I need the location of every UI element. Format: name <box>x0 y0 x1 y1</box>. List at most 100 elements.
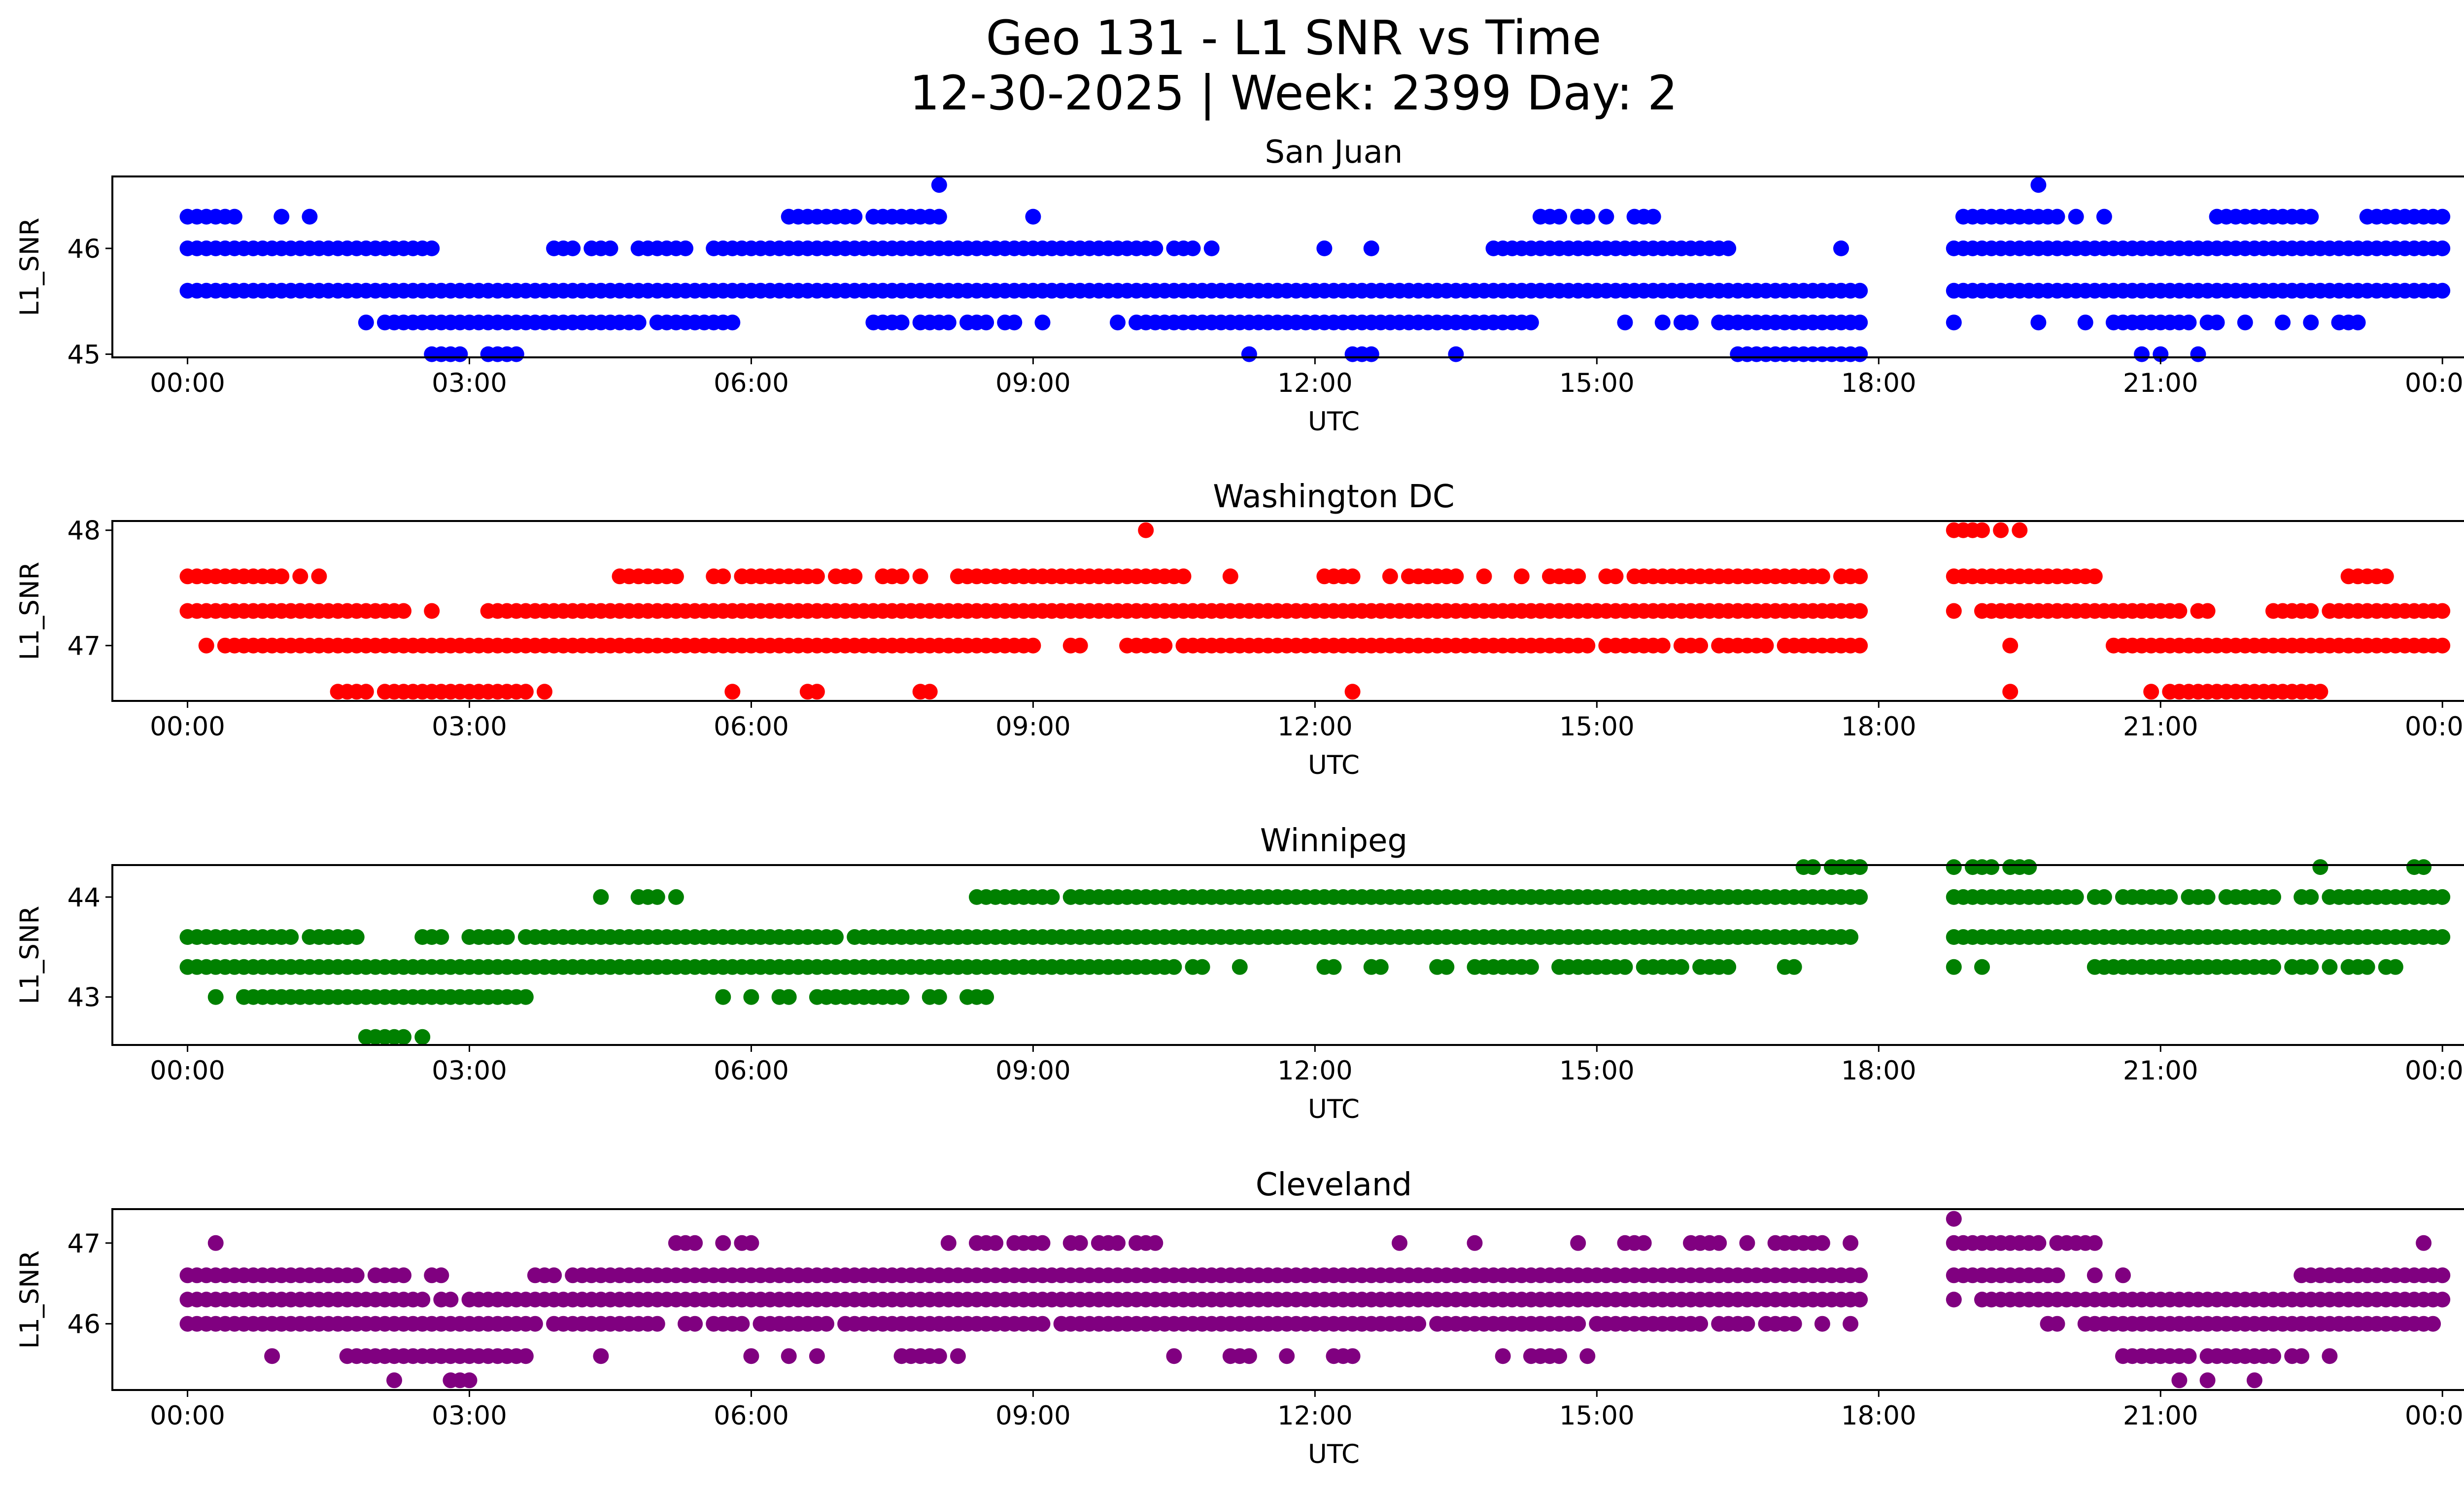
data-point <box>1946 603 1962 619</box>
panel-winnipeg: Winnipeg 00:00 03:00 06:00 09:00 12:00 15:00 18… <box>15 823 2464 1124</box>
data-point <box>1570 1235 1586 1251</box>
y-axis-label: L1_SNR <box>15 218 45 316</box>
data-point <box>1852 282 1868 299</box>
data-point <box>2434 240 2451 256</box>
x-tick-label: 00:00 <box>150 712 225 742</box>
panel-washington-dc: Washington DC 00:00 03:00 06:00 09:00 12:00 15… <box>15 479 2464 780</box>
data-point <box>1833 240 1849 256</box>
data-point <box>1147 1235 1164 1251</box>
data-point <box>2293 1348 2310 1364</box>
data-point <box>2162 889 2178 905</box>
x-tick-label: 15:00 <box>1559 1401 1635 1431</box>
data-point <box>1852 1267 1868 1284</box>
data-point <box>602 240 618 256</box>
panel-title: San Juan <box>1265 134 1403 171</box>
data-point <box>2087 568 2103 585</box>
data-point <box>1758 637 1774 654</box>
data-point <box>1316 240 1333 256</box>
data-point <box>1476 568 1492 585</box>
data-point <box>1344 1348 1361 1364</box>
data-point <box>1974 522 1990 538</box>
data-point <box>940 1235 957 1251</box>
data-points-cleveland <box>179 1211 2451 1389</box>
x-tick-label: 00:00 <box>2405 368 2464 398</box>
data-point <box>649 1316 665 1332</box>
data-point <box>1326 959 1342 975</box>
data-point <box>1570 568 1586 585</box>
data-point <box>2387 959 2403 975</box>
data-point <box>1946 314 1962 331</box>
data-point <box>743 989 759 1005</box>
data-point <box>2434 209 2451 225</box>
data-point <box>1946 859 1962 875</box>
data-point <box>2077 314 2093 331</box>
data-point <box>2378 568 2394 585</box>
panel-cleveland: Cleveland 00:00 03:00 06:00 09:00 12:00 15:00 1… <box>15 1167 2464 1469</box>
x-tick-label: 09:00 <box>995 712 1071 742</box>
data-point <box>743 1235 759 1251</box>
y-tick-label: 47 <box>68 1229 101 1259</box>
data-point <box>668 568 684 585</box>
data-point <box>1843 1235 1859 1251</box>
x-tick-label: 09:00 <box>995 1401 1071 1431</box>
x-tick-label: 06:00 <box>714 368 789 398</box>
data-point <box>1579 209 1596 225</box>
data-point <box>1852 1291 1868 1308</box>
data-point <box>1852 637 1868 654</box>
data-point <box>1157 637 1173 654</box>
data-point <box>912 568 928 585</box>
data-point <box>1279 1348 1295 1364</box>
data-point <box>743 1348 759 1364</box>
data-point <box>414 1291 431 1308</box>
data-point <box>1974 959 1990 975</box>
x-tick-label: 09:00 <box>995 368 1071 398</box>
x-axis-label: UTC <box>1308 750 1360 780</box>
data-point <box>2275 314 2291 331</box>
data-point <box>2425 1316 2441 1332</box>
data-points-washington-dc <box>179 522 2451 700</box>
data-point <box>1786 1316 1802 1332</box>
data-point <box>2359 959 2375 975</box>
data-point <box>1232 959 1248 975</box>
data-point <box>1852 859 1868 875</box>
data-point <box>1448 568 1464 585</box>
x-tick-label: 12:00 <box>1277 1401 1353 1431</box>
data-points-san-juan <box>179 177 2451 362</box>
data-point <box>1110 1235 1126 1251</box>
data-point <box>2199 603 2216 619</box>
data-point <box>1598 209 1614 225</box>
x-tick-label: 15:00 <box>1559 712 1635 742</box>
data-point <box>2199 889 2216 905</box>
data-point <box>1739 1235 1755 1251</box>
x-axis-label: UTC <box>1308 1094 1360 1124</box>
data-point <box>1608 568 1624 585</box>
panel-title: Winnipeg <box>1260 823 1407 859</box>
x-tick-label: 12:00 <box>1277 712 1353 742</box>
data-point <box>2068 889 2084 905</box>
data-point <box>1138 522 1154 538</box>
data-point <box>1194 959 1210 975</box>
data-point <box>2030 177 2047 193</box>
y-tick-label: 45 <box>68 340 101 370</box>
data-point <box>517 684 534 700</box>
data-point <box>1654 314 1671 331</box>
data-point <box>1523 959 1539 975</box>
data-point <box>2416 1235 2432 1251</box>
data-point <box>1946 959 1962 975</box>
data-point <box>1852 889 1868 905</box>
data-point <box>1034 314 1051 331</box>
data-point <box>1814 1235 1830 1251</box>
data-point <box>678 240 693 256</box>
data-point <box>978 314 994 331</box>
data-point <box>1946 1211 1962 1227</box>
data-point <box>1044 889 1060 905</box>
data-point <box>630 314 647 331</box>
data-point <box>1946 1291 1962 1308</box>
data-point <box>302 209 318 225</box>
data-point <box>2434 929 2451 945</box>
data-point <box>819 1316 834 1332</box>
data-point <box>2350 314 2366 331</box>
data-point <box>1025 209 1041 225</box>
data-point <box>715 1235 731 1251</box>
data-point <box>1006 314 1023 331</box>
